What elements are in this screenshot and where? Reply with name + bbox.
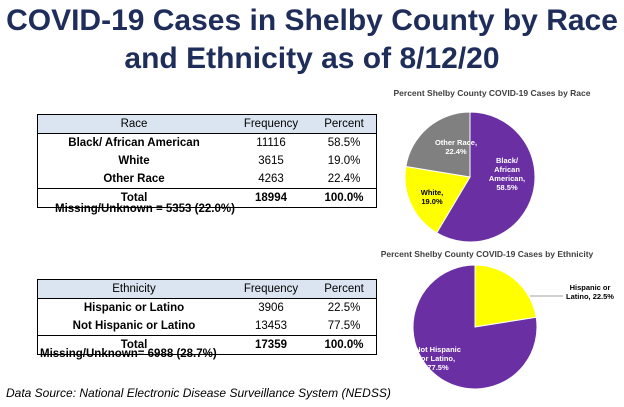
data-source-note: Data Source: National Electronic Disease… xyxy=(6,386,391,400)
race-pie-slice-2 xyxy=(405,111,471,178)
race-total-frequency: 18994 xyxy=(230,188,313,208)
ethnicity-pie-slice-label-0: Hispanic or Latino, 22.5% xyxy=(566,283,614,301)
ethnicity-chart-title: Percent Shelby County COVID-19 Cases by … xyxy=(380,249,594,259)
ethnicity-header-percent: Percent xyxy=(312,279,378,299)
ethnicity-row-frequency: 13453 xyxy=(255,320,287,332)
ethnicity-pie-slice-0 xyxy=(474,264,537,328)
ethnicity-row-label: Hispanic or Latino xyxy=(37,298,230,317)
race-row-percent: 58.5% xyxy=(312,133,378,152)
race-row-frequency: 4263 xyxy=(258,173,284,185)
ethnicity-header-label: Ethnicity xyxy=(37,279,230,299)
ethnicity-total-percent: 100.0% xyxy=(312,335,378,355)
race-pie-slice-1 xyxy=(404,165,471,234)
table-row: Black/ African American 11116 58.5% xyxy=(37,133,378,152)
ethnicity-row-frequency: 3906 xyxy=(258,302,284,314)
ethnicity-row-percent: 22.5% xyxy=(312,298,378,317)
ethnicity-total-frequency: 17359 xyxy=(230,335,313,355)
race-pie-chart: Black/African American, 58.5% White, 19.0% Ot… xyxy=(404,111,536,243)
ethnicity-total-row: Total 17359 100.0% xyxy=(37,335,378,355)
ethnicity-missing-note: Missing/Unknown= 6988 (28.7%) xyxy=(40,348,217,360)
race-total-percent: 100.0% xyxy=(312,188,378,208)
ethnicity-header-frequency: Frequency xyxy=(230,279,313,299)
race-total-label: Total xyxy=(37,188,230,208)
race-missing-note: Missing/Unknown = 5353 (22.0%) xyxy=(55,203,235,215)
ethnicity-table: Ethnicity Frequency Percent Hispanic or … xyxy=(37,279,378,355)
race-row-frequency: 11116 xyxy=(256,137,286,149)
race-row-percent: 22.4% xyxy=(312,170,378,189)
table-row: Other Race 4263 22.4% xyxy=(37,170,378,189)
race-header-label: Race xyxy=(37,114,230,134)
race-table: Race Frequency Percent Black/ African Am… xyxy=(37,114,378,208)
race-row-label: Other Race xyxy=(37,170,230,189)
race-total-row: Total 18994 100.0% xyxy=(37,188,378,208)
ethnicity-pie-slice-label-1: Not Hispanic or Latino, 77.5% xyxy=(415,345,461,372)
table-row: Hispanic or Latino 3906 22.5% xyxy=(37,298,378,317)
title-line-1: COVID-19 Cases in Shelby County by Race xyxy=(6,4,618,37)
ethnicity-total-label: Total xyxy=(37,335,230,355)
ethnicity-pie-slice-1 xyxy=(412,264,538,390)
race-pie-slice-label-1: White, 19.0% xyxy=(421,188,444,206)
race-pie-slice-label-2: Other Race, 22.4% xyxy=(435,138,477,156)
title-line-2: and Ethnicity as of 8/12/20 xyxy=(124,42,500,75)
ethnicity-pie-chart: Hispanic or Latino, 22.5% Not Hispanic or L… xyxy=(412,264,614,390)
ethnicity-row-label: Not Hispanic or Latino xyxy=(37,317,230,336)
race-pie-slice-0 xyxy=(436,111,536,243)
race-chart-title: Percent Shelby County COVID-19 Cases by … xyxy=(393,88,591,98)
race-row-label: Black/ African American xyxy=(37,133,230,152)
race-header-frequency: Frequency xyxy=(230,114,313,134)
race-row-label: White xyxy=(37,152,230,170)
race-header-percent: Percent xyxy=(312,114,378,134)
ethnicity-row-percent: 77.5% xyxy=(312,317,378,336)
race-row-percent: 19.0% xyxy=(312,152,378,170)
race-pie-slice-label-0: Black/African American, 58.5% xyxy=(489,156,525,192)
table-row: White 3615 19.0% xyxy=(37,152,378,170)
table-row: Not Hispanic or Latino 13453 77.5% xyxy=(37,317,378,336)
page-title: COVID-19 Cases in Shelby County by Race … xyxy=(0,2,624,78)
race-row-frequency: 3615 xyxy=(258,155,284,167)
